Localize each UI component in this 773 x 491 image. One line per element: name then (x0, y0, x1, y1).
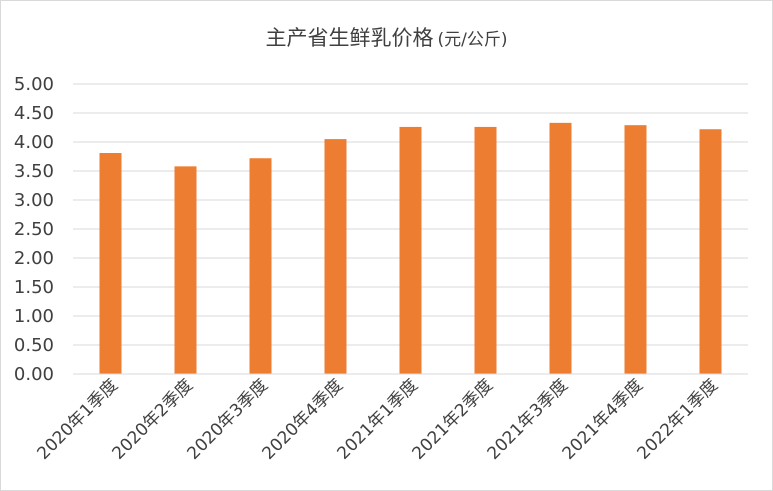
y-axis-ticks: 0.00 0.50 1.00 1.50 2.00 2.50 3.00 3.50 4.00 4.50… (14, 74, 54, 385)
bar (474, 126, 497, 374)
y-tick-label: 5.00 (14, 74, 54, 95)
y-tick-label: 4.00 (14, 132, 54, 153)
chart-title-unit: (元/公斤) (437, 30, 508, 50)
bar (249, 158, 272, 374)
chart-title-text: 主产省生鲜乳价格 (265, 26, 434, 50)
chart-title: 主产省生鲜乳价格 (元/公斤) (0, 22, 773, 52)
y-tick-label: 4.50 (14, 103, 54, 124)
y-tick-label: 1.00 (14, 306, 54, 327)
bar (549, 122, 572, 374)
bar (699, 129, 722, 374)
y-tick-label: 0.00 (14, 364, 54, 385)
y-tick-label: 2.50 (14, 219, 54, 240)
bar (624, 125, 647, 375)
y-tick-label: 3.50 (14, 161, 54, 182)
x-axis-ticks: 2020年1季度2020年2季度2020年3季度2020年4季度2021年1季度… (34, 375, 722, 463)
bar (174, 166, 197, 374)
bar (99, 153, 122, 374)
y-tick-label: 0.50 (14, 335, 54, 356)
x-tick-label: 2022年1季度 (634, 375, 722, 463)
y-tick-label: 1.50 (14, 277, 54, 298)
y-tick-label: 2.00 (14, 248, 54, 269)
bar (399, 126, 422, 374)
bars (99, 122, 722, 375)
bar (324, 139, 347, 374)
y-tick-label: 3.00 (14, 190, 54, 211)
